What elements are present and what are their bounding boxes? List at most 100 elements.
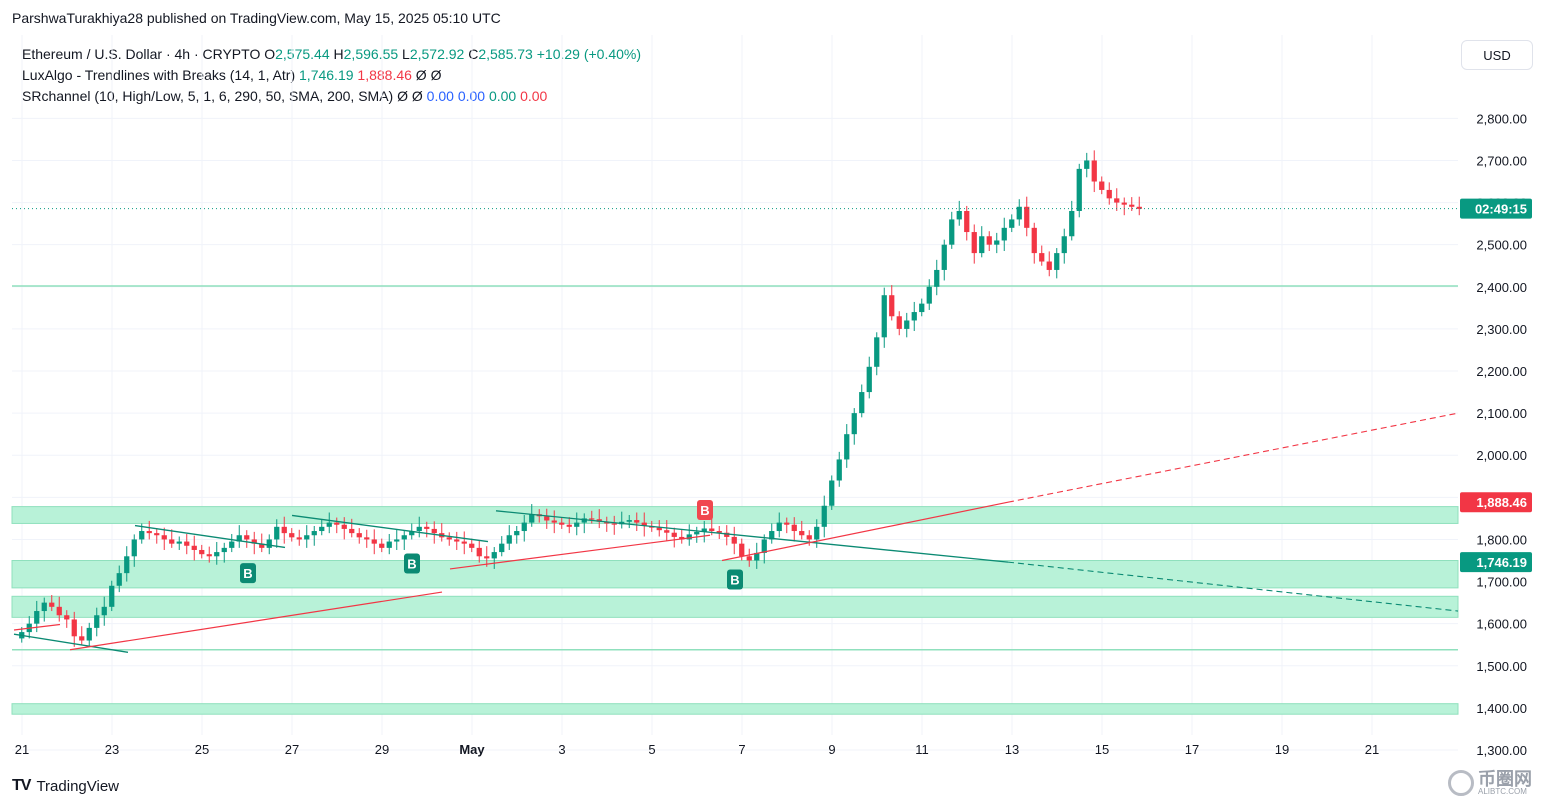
candle-body[interactable] [116, 573, 122, 586]
candle-body[interactable] [469, 543, 475, 548]
candle-body[interactable] [1114, 198, 1120, 203]
candle-body[interactable] [964, 210, 970, 233]
candle-body[interactable] [124, 556, 130, 574]
candle-body[interactable] [664, 530, 670, 533]
candle-body[interactable] [221, 547, 227, 553]
candle-body[interactable] [206, 554, 212, 557]
candle-body[interactable] [349, 528, 355, 534]
candle-body[interactable] [71, 619, 77, 637]
candle-body[interactable] [829, 480, 835, 506]
candle-body[interactable] [1039, 253, 1045, 262]
candle-body[interactable] [1106, 189, 1112, 199]
candle-body[interactable] [709, 528, 715, 532]
candle-body[interactable] [214, 552, 220, 557]
candle-body[interactable] [176, 541, 182, 544]
candle-body[interactable] [566, 524, 572, 527]
candle-body[interactable] [1009, 219, 1015, 228]
break-marker[interactable] [727, 569, 743, 590]
candle-body[interactable] [986, 236, 992, 245]
candle-body[interactable] [244, 535, 250, 540]
candle-body[interactable] [754, 552, 760, 561]
candle-body[interactable] [251, 539, 257, 544]
candle-body[interactable] [679, 536, 685, 540]
candle-body[interactable] [934, 269, 940, 287]
candle-body[interactable] [716, 531, 722, 533]
candle-body[interactable] [341, 524, 347, 529]
candle-body[interactable] [281, 526, 287, 534]
candle-body[interactable] [266, 539, 272, 548]
candle-body[interactable] [499, 543, 505, 553]
candle-body[interactable] [1054, 253, 1060, 270]
candle-body[interactable] [1016, 206, 1022, 220]
candle-body[interactable] [161, 535, 167, 540]
candle-body[interactable] [311, 531, 317, 536]
candle-body[interactable] [236, 535, 242, 542]
candle-body[interactable] [949, 219, 955, 245]
candle-body[interactable] [589, 518, 595, 520]
candle-body[interactable] [1136, 206, 1142, 209]
candle-body[interactable] [131, 539, 137, 557]
candle-body[interactable] [1001, 227, 1007, 241]
candle-body[interactable] [1121, 202, 1127, 205]
candle-body[interactable] [371, 539, 377, 544]
candle-body[interactable] [769, 531, 775, 540]
candle-body[interactable] [1076, 168, 1082, 211]
candle-body[interactable] [806, 535, 812, 540]
break-marker[interactable] [404, 553, 420, 574]
candle-body[interactable] [739, 543, 745, 557]
candle-body[interactable] [881, 295, 887, 338]
candle-body[interactable] [529, 514, 535, 523]
candle-body[interactable] [994, 240, 1000, 245]
candle-body[interactable] [304, 535, 310, 540]
break-marker[interactable] [240, 563, 256, 584]
candle-body[interactable] [101, 606, 107, 616]
currency-button[interactable]: USD [1461, 40, 1533, 70]
candle-body[interactable] [574, 522, 580, 527]
candle-body[interactable] [446, 537, 452, 540]
candle-body[interactable] [889, 295, 895, 317]
candle-body[interactable] [394, 539, 400, 542]
candle-body[interactable] [1129, 204, 1135, 207]
candle-body[interactable] [229, 541, 235, 548]
candle-body[interactable] [1046, 261, 1052, 270]
indicator-name[interactable]: SRchannel (10, High/Low, 5, 1, 6, 290, 5… [22, 88, 394, 104]
candle-body[interactable] [866, 366, 872, 393]
candle-body[interactable] [319, 526, 325, 532]
candle-body[interactable] [671, 532, 677, 537]
candle-body[interactable] [701, 528, 707, 532]
candle-body[interactable] [274, 526, 280, 540]
candle-body[interactable] [326, 522, 332, 527]
indicator-name[interactable]: LuxAlgo - Trendlines with Breaks (14, 1,… [22, 67, 296, 83]
candle-body[interactable] [334, 522, 340, 525]
tradingview-brand[interactable]: TV TradingView [12, 777, 119, 795]
candle-body[interactable] [259, 543, 265, 548]
candle-body[interactable] [656, 527, 662, 531]
candle-body[interactable] [64, 615, 70, 620]
candle-body[interactable] [364, 537, 370, 540]
candle-body[interactable] [296, 537, 302, 540]
candle-body[interactable] [41, 602, 47, 612]
candle-body[interactable] [919, 303, 925, 313]
candle-body[interactable] [476, 547, 482, 557]
candle-body[interactable] [94, 615, 100, 628]
candle-body[interactable] [844, 434, 850, 460]
candle-body[interactable] [611, 523, 617, 525]
candle-body[interactable] [109, 585, 115, 607]
candle-body[interactable] [1069, 210, 1075, 237]
candle-body[interactable] [416, 526, 422, 532]
candle-body[interactable] [521, 522, 527, 532]
candle-body[interactable] [491, 552, 497, 559]
candle-body[interactable] [776, 522, 782, 532]
candle-body[interactable] [431, 528, 437, 534]
candle-body[interactable] [544, 516, 550, 521]
candle-body[interactable] [49, 602, 55, 607]
candle-body[interactable] [86, 627, 92, 641]
candle-body[interactable] [146, 531, 152, 534]
candle-body[interactable] [634, 520, 640, 523]
candle-body[interactable] [926, 286, 932, 304]
candle-body[interactable] [1061, 236, 1067, 254]
candle-body[interactable] [154, 533, 160, 536]
candle-body[interactable] [859, 392, 865, 414]
candle-body[interactable] [799, 531, 805, 536]
candle-body[interactable] [1084, 160, 1090, 169]
